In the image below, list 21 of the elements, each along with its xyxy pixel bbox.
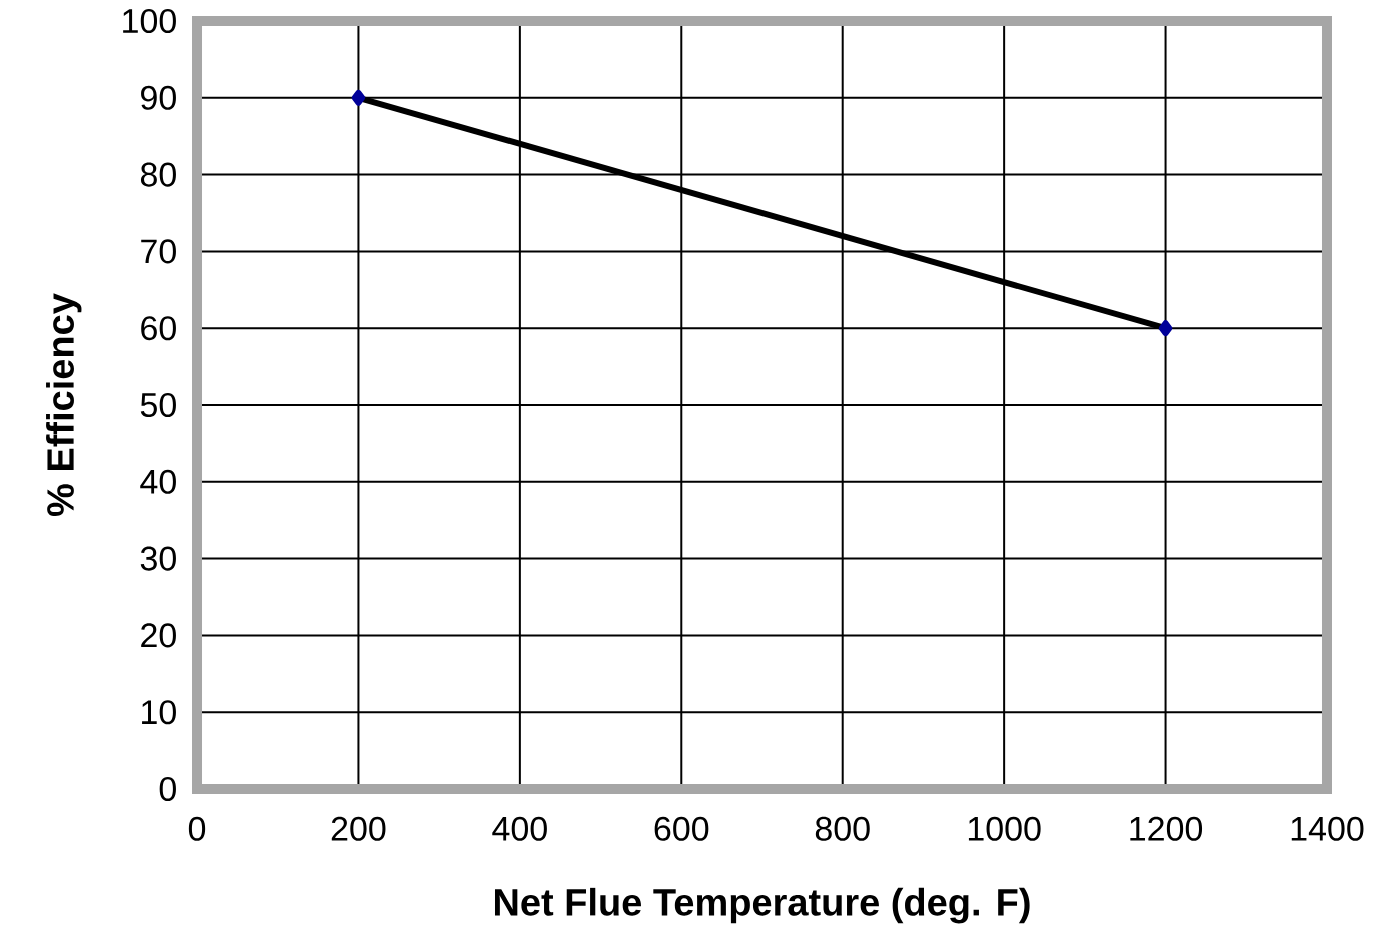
y-tick-label: 60: [141, 316, 176, 341]
x-tick-label: 1400: [1291, 816, 1364, 841]
x-tick-label: 1000: [968, 816, 1041, 841]
x-tick-label: 1200: [1130, 816, 1203, 841]
x-tick-label: 200: [331, 816, 386, 841]
y-tick-label: 30: [140, 546, 176, 571]
y-tick-label: 40: [140, 469, 176, 494]
x-tick-label: 800: [815, 816, 870, 841]
y-tick-label: 0: [159, 776, 176, 802]
x-tick-label: 0: [188, 816, 206, 841]
y-tick-label: 10: [142, 700, 176, 725]
x-tick-label: 400: [492, 816, 547, 841]
x-tick-label: 600: [654, 816, 709, 841]
y-tick-label: 80: [140, 162, 176, 187]
y-tick-label: 70: [141, 239, 176, 264]
x-axis-title: Net Flue Temperature (deg. F): [494, 887, 1030, 924]
y-tick-label: 100: [123, 8, 176, 34]
y-axis-title: % Efficiency: [46, 293, 82, 516]
y-tick-label: 50: [140, 392, 176, 418]
y-tick-label: 20: [141, 623, 176, 648]
y-tick-label: 90: [141, 85, 176, 110]
